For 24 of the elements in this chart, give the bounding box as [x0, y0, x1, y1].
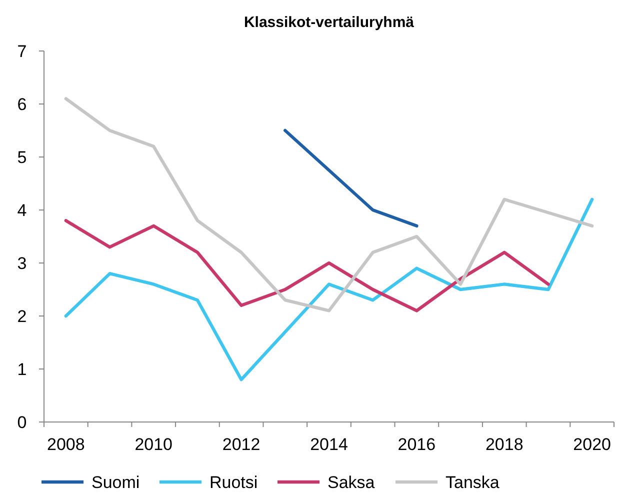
legend-label: Tanska: [446, 473, 500, 492]
x-tick-label: 2018: [485, 435, 524, 454]
x-tick-label: 2008: [47, 435, 85, 454]
x-tick-label: 2016: [398, 435, 436, 454]
y-tick-label: 3: [17, 254, 27, 273]
y-tick-label: 7: [17, 42, 27, 61]
y-tick-label: 2: [17, 306, 27, 326]
x-tick-label: 2012: [222, 435, 260, 454]
x-tick-label: 2010: [134, 435, 173, 454]
y-tick-label: 6: [17, 94, 27, 114]
line-series: [64, 97, 594, 312]
y-tick-label: 0: [17, 412, 27, 432]
y-tick-label: 5: [17, 148, 27, 167]
legend-label: Suomi: [92, 473, 140, 492]
x-tick-label: 2020: [573, 435, 611, 454]
line-series: [284, 128, 418, 228]
y-tick-label: 4: [17, 200, 27, 220]
line-series: [64, 219, 550, 312]
y-tick-label: 1: [17, 360, 27, 379]
legend-label: Saksa: [328, 473, 376, 492]
legend-label: Ruotsi: [210, 473, 258, 492]
line-series: [64, 198, 594, 382]
x-tick-label: 2014: [310, 435, 348, 454]
chart-title: Klassikot-vertailuryhmä: [244, 14, 415, 31]
